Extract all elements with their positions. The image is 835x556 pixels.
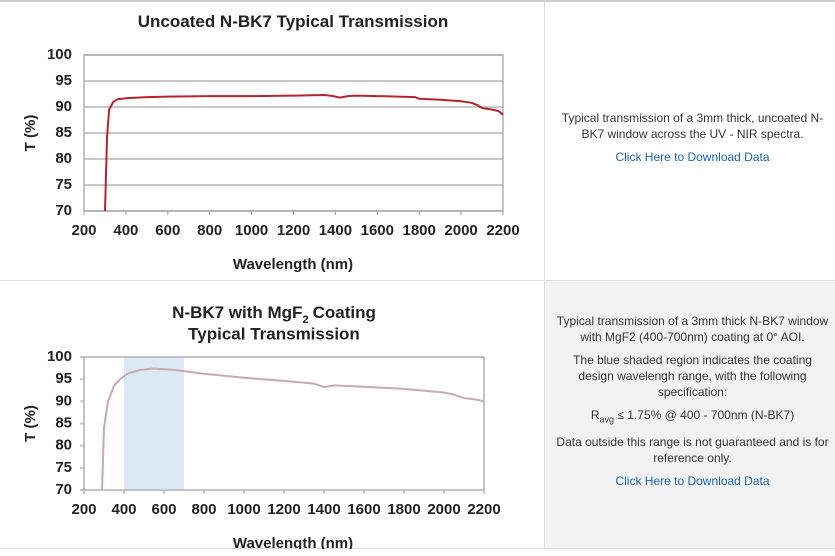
chart-title: Typical Transmission (188, 324, 360, 343)
x-tick-label: 200 (71, 501, 96, 518)
y-tick-label: 75 (55, 176, 72, 193)
title-suffix: Coating (313, 303, 376, 322)
y-tick-label: 75 (55, 459, 72, 476)
y-tick-label: 95 (55, 72, 72, 89)
y-tick-label: 100 (47, 46, 72, 63)
x-tick-label: 400 (113, 222, 138, 239)
x-tick-label: 800 (197, 222, 222, 239)
y-tick-label: 70 (55, 481, 72, 498)
x-tick-label: 1800 (403, 222, 436, 239)
y-tick-label: 70 (55, 202, 72, 219)
x-tick-label: 200 (71, 222, 96, 239)
x-tick-label: 800 (191, 501, 216, 518)
spec-text: ≤ 1.75% @ 400 - 700nm (N-BK7) (617, 408, 795, 422)
spec-symbol: R (590, 408, 600, 422)
x-tick-label: 1400 (319, 222, 352, 239)
x-tick-label: 2200 (467, 501, 500, 518)
description-text: The blue shaded region indicates the coa… (573, 353, 812, 399)
plot-frame (83, 54, 504, 212)
x-tick-label: 1800 (387, 501, 420, 518)
download-link[interactable]: Click Here to Download Data (615, 150, 770, 164)
x-axis-label: Wavelength (nm) (233, 256, 353, 273)
x-tick-label: 600 (155, 222, 180, 239)
x-tick-label: 1200 (267, 501, 300, 518)
x-tick-label: 1600 (347, 501, 380, 518)
x-tick-label: 1000 (235, 222, 268, 239)
data-line (101, 367, 485, 491)
x-axis-label: Wavelength (nm) (233, 535, 353, 549)
data-line (104, 93, 504, 212)
chart-title: Uncoated N-BK7 Typical Transmission (138, 12, 448, 31)
y-axis-label: T (%) (22, 115, 39, 152)
x-tick-label: 1200 (277, 222, 310, 239)
spec: Ravg ≤ 1.75% @ 400 - 700nm (N-BK7) (555, 407, 830, 427)
description-text: Typical transmission of a 3mm thick, unc… (561, 111, 824, 141)
y-axis-label: T (%) (22, 405, 39, 442)
chart-cell (0, 281, 545, 549)
description-text: Typical transmission of a 3mm thick N-BK… (556, 314, 829, 344)
title-text: Uncoated N-BK7 Typical Transmission (138, 12, 448, 31)
y-tick-label: 85 (55, 124, 72, 141)
plot-frame (83, 356, 485, 491)
y-tick-label: 85 (55, 414, 72, 431)
spec-subscript: avg (599, 414, 614, 425)
x-tick-label: 2000 (427, 501, 460, 518)
x-tick-label: 2200 (486, 222, 519, 239)
x-tick-label: 1600 (361, 222, 394, 239)
chart-cell (0, 0, 545, 281)
x-tick-label: 400 (111, 501, 136, 518)
y-tick-label: 90 (55, 392, 72, 409)
charts: Uncoated N-BK7 Typical Transmission 70 75 8… (22, 12, 520, 549)
x-tick-label: 1000 (227, 501, 260, 518)
y-tick-label: 90 (55, 98, 72, 115)
chart-title: N-BK7 with MgF2 Coating (172, 303, 376, 325)
x-tick-label: 1400 (307, 501, 340, 518)
y-tick-label: 100 (47, 348, 72, 365)
y-tick-label: 80 (55, 437, 72, 454)
x-tick-label: 600 (151, 501, 176, 518)
description: Typical transmission of a 3mm thick N-BK… (555, 313, 830, 496)
shaded-region (124, 357, 184, 490)
title-subscript: 2 (302, 314, 308, 326)
y-tick-label: 80 (55, 150, 72, 167)
y-tick-label: 95 (55, 370, 72, 387)
x-tick-label: 2000 (444, 222, 477, 239)
note: Data outside this range is not guarantee… (556, 435, 829, 466)
title-text: N-BK7 with MgF (172, 303, 302, 322)
download-link[interactable]: Click Here to Download Data (615, 474, 770, 489)
text-cell (545, 281, 835, 549)
text-cell (545, 0, 835, 281)
description: Typical transmission of a 3mm thick, unc… (555, 110, 830, 172)
